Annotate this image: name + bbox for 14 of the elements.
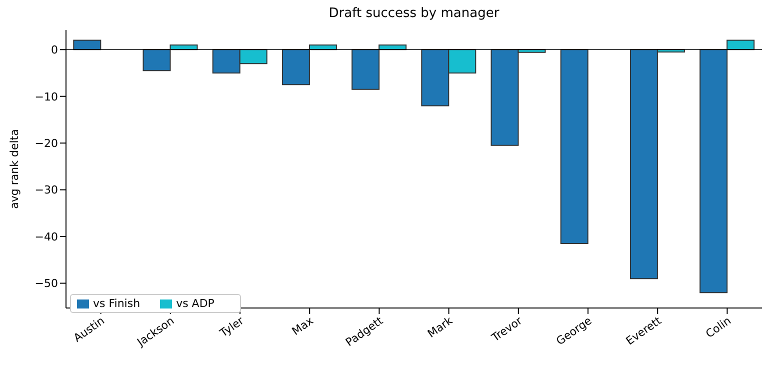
x-tick-label: Max (290, 314, 316, 338)
bar (560, 49, 588, 244)
x-tick-label: Colin (703, 314, 734, 341)
y-tick-label: 0 (51, 44, 58, 57)
y-tick-label: −40 (34, 230, 58, 244)
y-tick-label: −30 (34, 184, 58, 197)
y-tick-label: −20 (34, 136, 58, 150)
y-tick-label: −10 (34, 90, 58, 104)
x-tick-label: Tyler (216, 314, 247, 340)
y-tick-label: −50 (34, 277, 58, 290)
legend-label: vs ADP (176, 297, 214, 310)
legend-label: vs Finish (93, 297, 140, 310)
y-axis-title: avg rank delta (8, 129, 21, 209)
chart-title: Draft success by manager (328, 6, 500, 21)
